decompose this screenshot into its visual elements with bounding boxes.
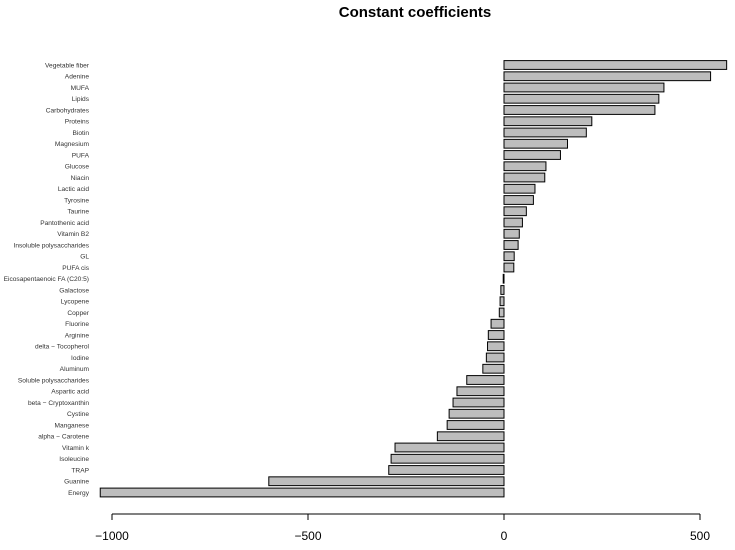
category-label: Fluorine	[65, 321, 89, 328]
bar	[503, 228, 520, 239]
bar	[503, 195, 534, 205]
category-label: MUFA	[71, 85, 90, 92]
bar	[487, 330, 505, 340]
bar	[503, 60, 728, 70]
category-label: PUFA cis	[62, 265, 89, 272]
category-label: Proteins	[65, 119, 90, 126]
category-label: Vitamin k	[62, 445, 90, 452]
bar	[448, 408, 505, 419]
x-tick-label: 0	[501, 529, 508, 543]
category-label: Arginine	[65, 332, 90, 339]
bar	[503, 138, 569, 149]
category-label: Adenine	[65, 74, 90, 81]
category-label: alpha − Carotene	[38, 434, 89, 441]
category-label: Manganese	[55, 422, 90, 429]
category-label: Niacin	[71, 175, 90, 182]
category-label: delta − Tocopherol	[35, 344, 89, 351]
bar	[388, 465, 505, 475]
bar	[503, 206, 527, 217]
category-label: Cystine	[67, 411, 89, 418]
bar	[485, 352, 505, 363]
bar	[503, 217, 523, 228]
bar	[503, 251, 515, 262]
bar	[503, 93, 660, 104]
bar	[394, 442, 505, 453]
bar	[487, 341, 505, 352]
bar	[503, 127, 587, 138]
category-label: Biotin	[73, 130, 90, 137]
category-label: GL	[80, 254, 89, 261]
bar	[503, 161, 547, 172]
category-label: Lipids	[72, 96, 90, 103]
bar	[456, 386, 505, 397]
category-label: Guanine	[64, 479, 89, 486]
category-label: Iodine	[71, 355, 89, 362]
bar	[499, 296, 505, 307]
bar	[490, 318, 505, 329]
bar	[503, 105, 656, 115]
bar	[500, 285, 505, 295]
category-label: Vitamin B2	[57, 231, 89, 238]
category-label: Tyrosine	[64, 197, 89, 204]
bar	[503, 116, 593, 127]
bar	[503, 240, 519, 250]
bar	[99, 487, 505, 498]
bar	[503, 183, 536, 194]
bar	[436, 431, 505, 442]
bar	[503, 262, 515, 273]
category-label: Copper	[67, 310, 89, 317]
bar	[498, 307, 505, 318]
category-label: Galactose	[59, 287, 89, 294]
category-label: Lycopene	[61, 299, 90, 306]
chart-title: Constant coefficients	[338, 4, 492, 21]
bar	[502, 273, 505, 284]
bar	[503, 71, 712, 82]
category-label: Soluble polysaccharides	[18, 377, 90, 384]
category-label: PUFA	[72, 152, 90, 159]
category-label: Energy	[68, 490, 90, 497]
bar	[503, 150, 561, 160]
category-label: Insoluble polysaccharides	[13, 242, 89, 249]
x-tick-label: 500	[690, 529, 710, 543]
bar	[503, 172, 546, 183]
category-label: Glucose	[65, 164, 90, 171]
category-label: Aspartic acid	[51, 389, 89, 396]
category-label: Lactic acid	[58, 186, 89, 193]
bar	[390, 453, 505, 464]
category-label: Isoleucine	[59, 456, 89, 463]
bar	[268, 476, 505, 487]
category-label: Carbohydrates	[46, 107, 90, 114]
category-label: Vegetable fiber	[45, 62, 90, 69]
x-tick-label: −1000	[95, 529, 129, 543]
bar	[482, 363, 505, 374]
category-label: Eicosapentaenoic FA (C20:5)	[4, 276, 89, 283]
bar	[503, 82, 665, 93]
bar	[452, 397, 505, 408]
x-tick-label: −500	[294, 529, 321, 543]
category-label: Aluminum	[60, 366, 90, 373]
category-label: beta − Cryptoxanthin	[28, 400, 89, 407]
category-label: TRAP	[71, 467, 89, 474]
category-label: Pantothenic acid	[40, 220, 89, 227]
category-label: Magnesium	[55, 141, 90, 148]
category-label: Taurine	[67, 209, 89, 216]
bar	[466, 375, 505, 385]
bar	[446, 420, 505, 430]
